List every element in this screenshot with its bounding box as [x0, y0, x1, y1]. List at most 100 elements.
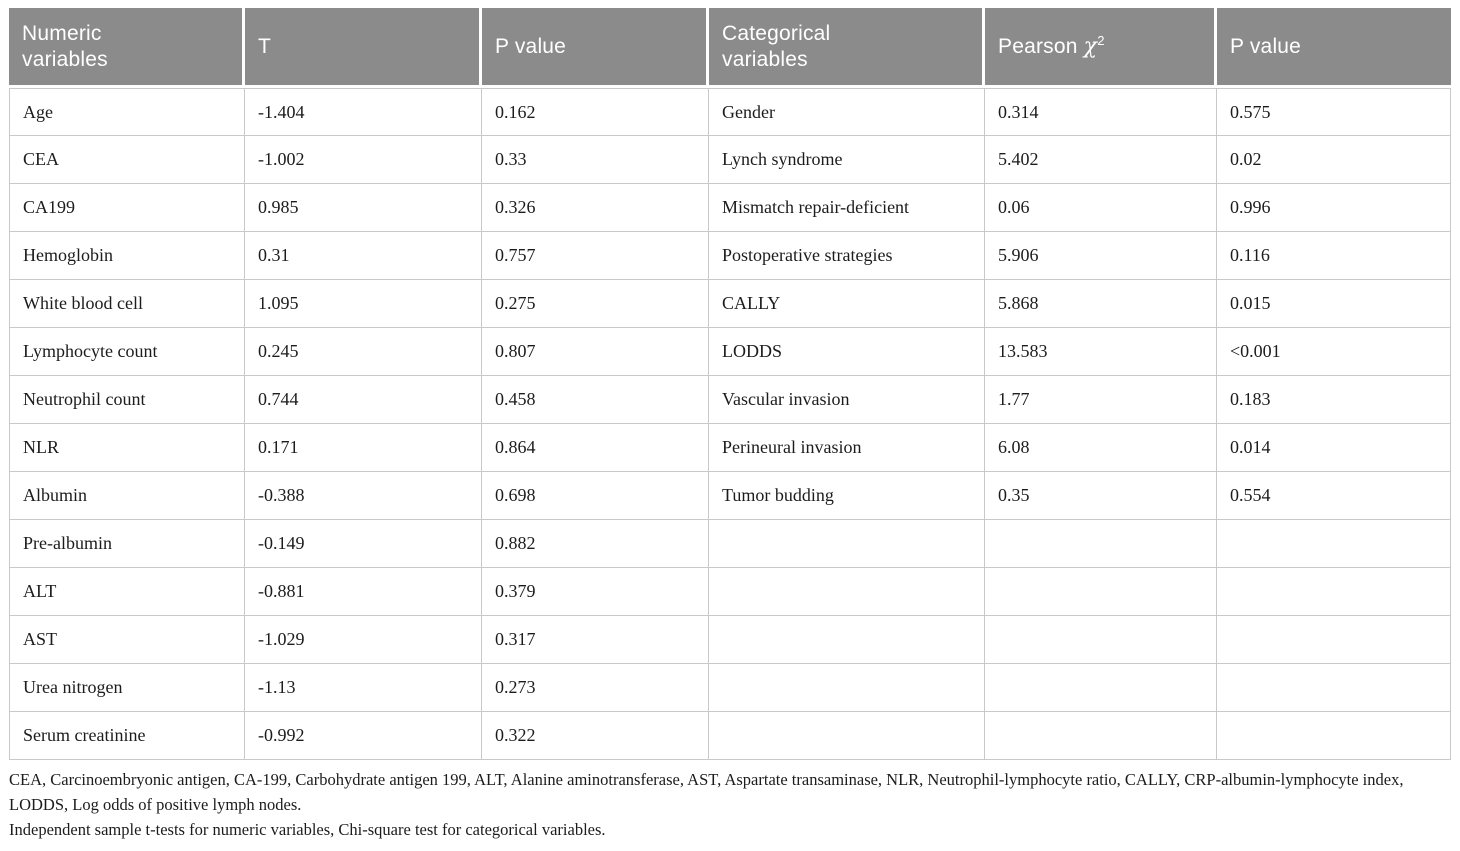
header-categorical-variables: Categorical variables: [709, 8, 985, 88]
t-value-cell: -1.13: [245, 664, 482, 712]
table-row: CEA -1.002 0.33 Lynch syndrome 5.402 0.02: [9, 136, 1451, 184]
t-value-cell: -1.404: [245, 88, 482, 136]
numeric-variable-cell: CA199: [9, 184, 245, 232]
chi-square-value-cell: 5.906: [985, 232, 1217, 280]
header-row: Numeric variables T P value Categorical …: [9, 8, 1451, 88]
numeric-variable-cell: Age: [9, 88, 245, 136]
numeric-variable-cell: NLR: [9, 424, 245, 472]
statistics-table: Numeric variables T P value Categorical …: [9, 8, 1451, 760]
numeric-variable-cell: ALT: [9, 568, 245, 616]
p-value-cell: 0.379: [482, 568, 709, 616]
header-numeric-variables-label: Numeric variables: [22, 21, 108, 71]
categorical-variable-cell: Tumor budding: [709, 472, 985, 520]
numeric-variable-cell: Albumin: [9, 472, 245, 520]
table-row: AST -1.029 0.317: [9, 616, 1451, 664]
table-row: Albumin -0.388 0.698 Tumor budding 0.35 0.554: [9, 472, 1451, 520]
t-value-cell: -0.149: [245, 520, 482, 568]
t-value-cell: 0.744: [245, 376, 482, 424]
numeric-variable-cell: Pre-albumin: [9, 520, 245, 568]
categorical-variable-cell: LODDS: [709, 328, 985, 376]
p-value-cell: 0.33: [482, 136, 709, 184]
p-value-cell: 0.02: [1217, 136, 1451, 184]
chi-square-value-cell: 0.06: [985, 184, 1217, 232]
p-value-cell: [1217, 712, 1451, 760]
table-row: Pre-albumin -0.149 0.882: [9, 520, 1451, 568]
p-value-cell: 0.162: [482, 88, 709, 136]
p-value-cell: 0.116: [1217, 232, 1451, 280]
table-row: CA199 0.985 0.326 Mismatch repair-deficient…: [9, 184, 1451, 232]
table-header: Numeric variables T P value Categorical …: [9, 8, 1451, 88]
table-body: Age -1.404 0.162 Gender 0.314 0.575 CEA -1.002 0…: [9, 88, 1451, 760]
t-value-cell: 1.095: [245, 280, 482, 328]
table-row: Urea nitrogen -1.13 0.273: [9, 664, 1451, 712]
t-value-cell: 0.245: [245, 328, 482, 376]
table-footnotes: CEA, Carcinoembryonic antigen, CA-199, C…: [9, 767, 1451, 842]
chi-square-value-cell: 0.314: [985, 88, 1217, 136]
numeric-variable-cell: AST: [9, 616, 245, 664]
table-row: NLR 0.171 0.864 Perineural invasion 6.08 0.01…: [9, 424, 1451, 472]
p-value-cell: 0.882: [482, 520, 709, 568]
chi-square-value-cell: [985, 520, 1217, 568]
chi-square-value-cell: 5.868: [985, 280, 1217, 328]
header-p-value-categorical-label: P value: [1230, 34, 1302, 58]
t-value-cell: -0.388: [245, 472, 482, 520]
header-categorical-variables-label: Categorical variables: [722, 21, 831, 71]
p-value-cell: 0.015: [1217, 280, 1451, 328]
p-value-cell: [1217, 616, 1451, 664]
p-value-cell: <0.001: [1217, 328, 1451, 376]
categorical-variable-cell: Vascular invasion: [709, 376, 985, 424]
p-value-cell: 0.864: [482, 424, 709, 472]
chi-square-value-cell: 6.08: [985, 424, 1217, 472]
categorical-variable-cell: Mismatch repair-deficient: [709, 184, 985, 232]
table-row: Lymphocyte count 0.245 0.807 LODDS 13.583 <0.…: [9, 328, 1451, 376]
numeric-variable-cell: Lymphocyte count: [9, 328, 245, 376]
categorical-variable-cell: Perineural invasion: [709, 424, 985, 472]
categorical-variable-cell: [709, 616, 985, 664]
chi-square-value-cell: [985, 664, 1217, 712]
header-p-value-numeric: P value: [482, 8, 709, 88]
table-row: Age -1.404 0.162 Gender 0.314 0.575: [9, 88, 1451, 136]
abbreviations-note: CEA, Carcinoembryonic antigen, CA-199, C…: [9, 770, 1404, 814]
p-value-cell: 0.698: [482, 472, 709, 520]
chi-square-value-cell: 5.402: [985, 136, 1217, 184]
p-value-cell: [1217, 520, 1451, 568]
p-value-cell: 0.183: [1217, 376, 1451, 424]
p-value-cell: 0.317: [482, 616, 709, 664]
p-value-cell: 0.575: [1217, 88, 1451, 136]
categorical-variable-cell: [709, 520, 985, 568]
chi-square-value-cell: 1.77: [985, 376, 1217, 424]
categorical-variable-cell: CALLY: [709, 280, 985, 328]
header-t: T: [245, 8, 482, 88]
p-value-cell: [1217, 568, 1451, 616]
p-value-cell: 0.275: [482, 280, 709, 328]
p-value-cell: 0.273: [482, 664, 709, 712]
header-pearson-chi-square: Pearson χ2: [985, 8, 1217, 88]
table-row: White blood cell 1.095 0.275 CALLY 5.868 0.01…: [9, 280, 1451, 328]
chi-square-value-cell: 13.583: [985, 328, 1217, 376]
p-value-cell: [1217, 664, 1451, 712]
t-value-cell: 0.985: [245, 184, 482, 232]
numeric-variable-cell: Hemoglobin: [9, 232, 245, 280]
chi-square-value-cell: [985, 616, 1217, 664]
categorical-variable-cell: Gender: [709, 88, 985, 136]
p-value-cell: 0.807: [482, 328, 709, 376]
categorical-variable-cell: Postoperative strategies: [709, 232, 985, 280]
categorical-variable-cell: [709, 664, 985, 712]
table-row: Hemoglobin 0.31 0.757 Postoperative strateg…: [9, 232, 1451, 280]
numeric-variable-cell: White blood cell: [9, 280, 245, 328]
table-row: Serum creatinine -0.992 0.322: [9, 712, 1451, 760]
header-p-value-categorical: P value: [1217, 8, 1451, 88]
t-value-cell: -0.992: [245, 712, 482, 760]
t-value-cell: -1.029: [245, 616, 482, 664]
t-value-cell: -0.881: [245, 568, 482, 616]
chi-square-value-cell: 0.35: [985, 472, 1217, 520]
p-value-cell: 0.757: [482, 232, 709, 280]
p-value-cell: 0.326: [482, 184, 709, 232]
chi-superscript: 2: [1097, 33, 1105, 48]
t-value-cell: 0.31: [245, 232, 482, 280]
header-numeric-variables: Numeric variables: [9, 8, 245, 88]
t-value-cell: -1.002: [245, 136, 482, 184]
numeric-variable-cell: CEA: [9, 136, 245, 184]
p-value-cell: 0.322: [482, 712, 709, 760]
header-pearson-label: Pearson: [998, 35, 1078, 58]
